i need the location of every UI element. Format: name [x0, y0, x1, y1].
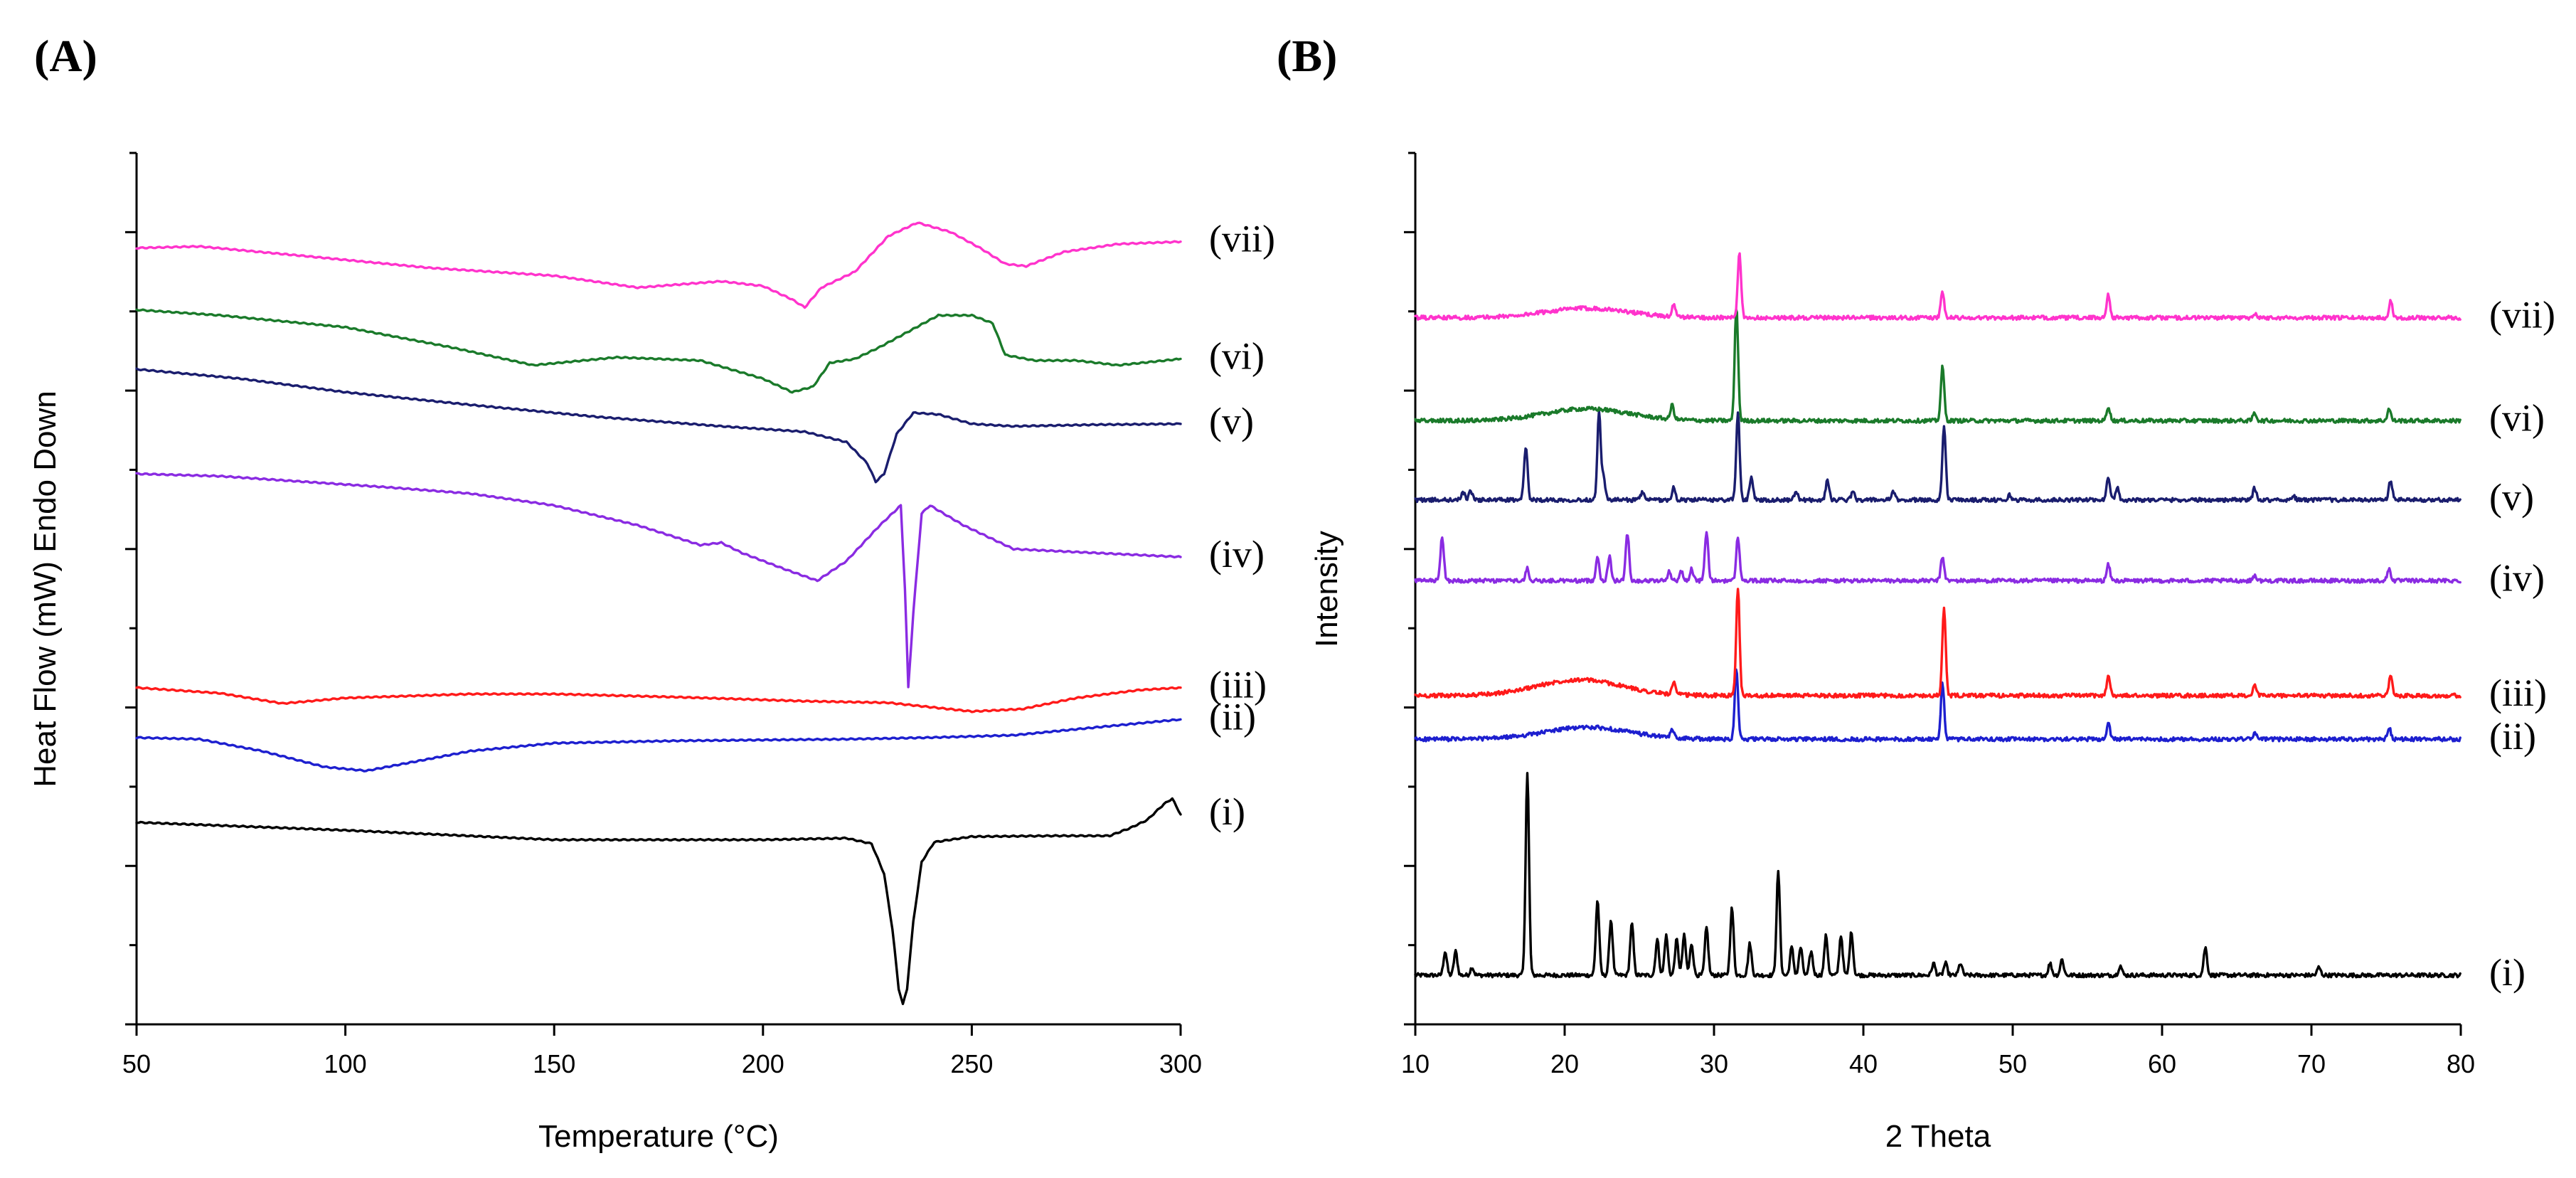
b-curve-label: (vii)	[2489, 294, 2555, 336]
b-trace-5	[1414, 409, 2461, 504]
b-trace-7	[1414, 252, 2461, 322]
b-x-tick-label: 30	[1700, 1049, 1728, 1078]
a-x-tick-label: 50	[122, 1049, 151, 1078]
a-x-tick-label: 200	[742, 1049, 784, 1078]
b-trace-2	[1414, 668, 2461, 743]
a-trace-7	[135, 221, 1182, 309]
a-curve-label: (ii)	[1209, 695, 1256, 738]
panel-label-a: (A)	[34, 31, 97, 81]
b-curve-label: (i)	[2489, 951, 2526, 994]
a-trace-5	[135, 367, 1182, 484]
panel-b-y-axis-title: Intensity	[1309, 531, 1344, 647]
a-curve-label: (v)	[1209, 400, 1254, 442]
a-trace-4	[135, 472, 1182, 689]
b-x-tick-label: 60	[2148, 1049, 2176, 1078]
a-curve-label: (vi)	[1209, 335, 1265, 378]
a-x-tick-label: 150	[533, 1049, 575, 1078]
b-curve-label: (vi)	[2489, 396, 2545, 439]
panel-a-y-axis-title: Heat Flow (mW) Endo Down	[28, 391, 63, 787]
a-curve-label: (vii)	[1209, 218, 1275, 260]
b-trace-3	[1414, 588, 2461, 699]
b-curve-label: (v)	[2489, 476, 2534, 519]
a-trace-2	[135, 718, 1182, 773]
b-trace-4	[1414, 531, 2461, 584]
b-x-tick-label: 10	[1401, 1049, 1430, 1078]
b-trace-6	[1414, 308, 2461, 424]
b-curve-label: (ii)	[2489, 715, 2536, 758]
panel-label-b: (B)	[1277, 31, 1337, 81]
panel-b-x-axis-title: 2 Theta	[1885, 1119, 1991, 1154]
panel-a-dsc-chart: 50 100 150 200 250 300 (i) (ii)(iii) (iv) (v) (vi…	[28, 152, 1275, 1154]
a-curve-label: (iv)	[1209, 533, 1265, 575]
a-x-tick-label: 250	[950, 1049, 993, 1078]
b-x-tick-label: 70	[2297, 1049, 2326, 1078]
b-x-tick-label: 40	[1849, 1049, 1878, 1078]
a-curve-label: (iii)	[1209, 664, 1267, 706]
a-x-tick-label: 300	[1159, 1049, 1202, 1078]
b-curve-label: (iv)	[2489, 556, 2545, 599]
b-curve-label: (iii)	[2489, 672, 2547, 714]
a-x-tick-label: 100	[324, 1049, 367, 1078]
a-trace-3	[135, 686, 1182, 713]
panel-b-xrd-chart: 10 20 30 40 50 60 70 80 (i) (ii)(iii) (iv) (v) (vi)…	[1309, 152, 2555, 1154]
b-x-tick-label: 20	[1550, 1049, 1579, 1078]
panel-a-x-axis-title: Temperature (°C)	[538, 1119, 779, 1154]
b-x-tick-label: 80	[2447, 1049, 2475, 1078]
a-curve-label: (i)	[1209, 790, 1245, 833]
a-trace-6	[135, 308, 1182, 394]
a-trace-1	[135, 797, 1182, 1005]
b-x-tick-label: 50	[1998, 1049, 2027, 1078]
b-trace-1	[1414, 772, 2461, 979]
